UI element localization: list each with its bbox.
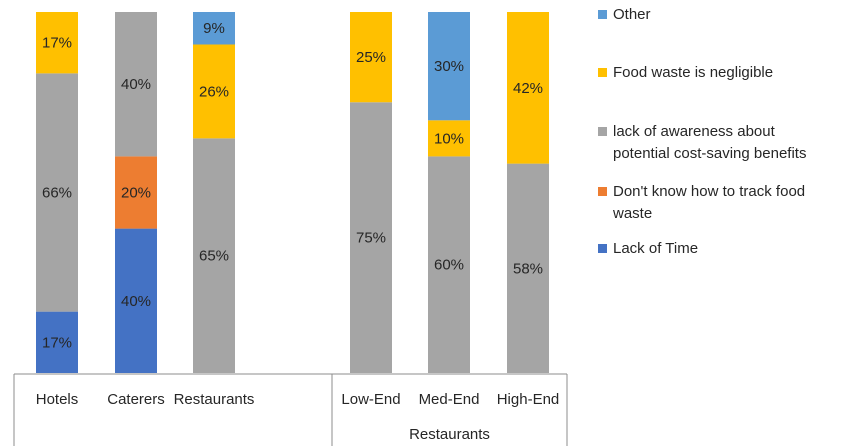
bar-segment-low-end-food-waste-is-negligible: [350, 12, 392, 103]
category-label-high-end: High-End: [497, 391, 560, 408]
bar-segment-hotels-lack-of-awareness-about-potential-cost-saving-benefits: [36, 73, 78, 312]
bar-segment-high-end-food-waste-is-negligible: [507, 12, 549, 164]
legend-label-lack-of-time: Lack of Time: [613, 240, 698, 257]
legend-label-food-waste-is-negligible: Food waste is negligible: [613, 64, 773, 81]
axis-layer: Hotels Caterers Restaurants Low-End Med-End H…: [13, 373, 568, 446]
bar-segment-restaurants-lack-of-awareness-about-potential-cost-saving-benefits: [193, 138, 235, 373]
bar-segment-high-end-lack-of-awareness-about-potential-cost-saving-benefits: [507, 163, 549, 373]
legend-swatch-lack-of-awareness-about-potential-cost-saving-benefits: [598, 127, 607, 136]
category-label-restaurants: Restaurants: [174, 391, 255, 408]
data-label-caterers-lack-of-time: 40%: [121, 293, 151, 310]
data-label-hotels-food-waste-is-negligible: 17%: [42, 35, 72, 52]
bar-segment-restaurants-food-waste-is-negligible: [193, 44, 235, 139]
bar-segment-caterers-lack-of-awareness-about-potential-cost-saving-benefits: [115, 12, 157, 157]
data-label-high-end-lack-of-awareness-about-potential-cost-saving-benefits: 58%: [513, 260, 543, 277]
legend-label-don-t-know-how-to-track-food-waste-line-2: waste: [612, 205, 652, 222]
data-label-med-end-lack-of-awareness-about-potential-cost-saving-benefits: 60%: [434, 257, 464, 274]
data-label-high-end-food-waste-is-negligible: 42%: [513, 80, 543, 97]
legend-layer: Other Food waste is negligible lack of awa…: [598, 6, 806, 257]
category-label-med-end: Med-End: [419, 391, 480, 408]
legend-label-other: Other: [613, 6, 651, 23]
bar-segment-caterers-don-t-know-how-to-track-food-waste: [115, 156, 157, 229]
bar-segment-caterers-lack-of-time: [115, 228, 157, 373]
data-label-restaurants-other: 9%: [203, 20, 225, 37]
bar-segment-hotels-food-waste-is-negligible: [36, 12, 78, 74]
data-label-caterers-don-t-know-how-to-track-food-waste: 20%: [121, 185, 151, 202]
bar-segment-med-end-other: [428, 12, 470, 121]
legend-label-lack-of-awareness-about-potential-cost-saving-benefits-line-2: potential cost-saving benefits: [613, 145, 806, 162]
bar-segment-med-end-lack-of-awareness-about-potential-cost-saving-benefits: [428, 156, 470, 373]
bars-layer: 17% 66% 17% 40% 20% 40% 65% 26% 9% 75% 25% 60% 10% 30…: [36, 12, 549, 373]
legend-swatch-don-t-know-how-to-track-food-waste: [598, 187, 607, 196]
legend-swatch-other: [598, 10, 607, 19]
data-label-hotels-lack-of-awareness-about-potential-cost-saving-benefits: 66%: [42, 185, 72, 202]
bar-segment-hotels-lack-of-time: [36, 311, 78, 373]
data-label-restaurants-lack-of-awareness-about-potential-cost-saving-benefits: 65%: [199, 248, 229, 265]
bar-segment-med-end-food-waste-is-negligible: [428, 120, 470, 157]
category-label-caterers: Caterers: [107, 391, 165, 408]
data-label-restaurants-food-waste-is-negligible: 26%: [199, 83, 229, 100]
legend-label-lack-of-awareness-about-potential-cost-saving-benefits-line-1: lack of awareness about: [613, 123, 776, 140]
data-label-low-end-food-waste-is-negligible: 25%: [356, 49, 386, 66]
legend-label-don-t-know-how-to-track-food-waste-line-1: Don't know how to track food: [613, 183, 805, 200]
data-label-med-end-other: 30%: [434, 58, 464, 75]
group-label-restaurants: Restaurants: [409, 426, 490, 443]
category-label-hotels: Hotels: [36, 391, 79, 408]
data-label-hotels-lack-of-time: 17%: [42, 334, 72, 351]
bar-segment-low-end-lack-of-awareness-about-potential-cost-saving-benefits: [350, 102, 392, 373]
category-label-low-end: Low-End: [341, 391, 400, 408]
bar-segment-restaurants-other: [193, 12, 235, 45]
data-label-med-end-food-waste-is-negligible: 10%: [434, 130, 464, 147]
legend-swatch-lack-of-time: [598, 244, 607, 253]
data-label-caterers-lack-of-awareness-about-potential-cost-saving-benefits: 40%: [121, 76, 151, 93]
data-label-low-end-lack-of-awareness-about-potential-cost-saving-benefits: 75%: [356, 230, 386, 247]
legend-swatch-food-waste-is-negligible: [598, 68, 607, 77]
